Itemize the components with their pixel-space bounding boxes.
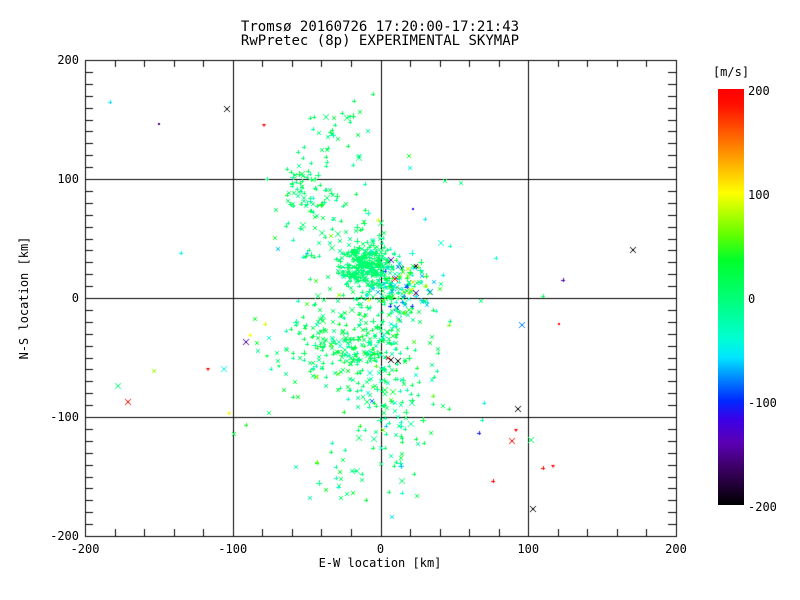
x-tick-label: -100 <box>218 542 248 556</box>
y-tick-label: 100 <box>57 172 79 186</box>
x-tick-label: -200 <box>70 542 100 556</box>
y-tick-label: 0 <box>71 291 79 305</box>
colorbar-tick-label: -200 <box>748 500 777 514</box>
plot-title-line1: Tromsø 20160726 17:20:00-17:21:43 <box>240 19 520 35</box>
y-tick-label: -100 <box>50 410 79 424</box>
x-tick-label: 0 <box>376 542 385 556</box>
y-tick-label: -200 <box>50 529 79 543</box>
plot-title-line2: RwPretec (8p) EXPERIMENTAL SKYMAP <box>240 33 520 49</box>
colorbar-tick-label: 0 <box>748 292 756 306</box>
colorbar-gradient <box>718 89 744 505</box>
y-tick-label: 200 <box>57 53 79 67</box>
x-tick-label: 100 <box>517 542 540 556</box>
colorbar-tick-label: -100 <box>748 396 777 410</box>
colorbar-tick-label: 100 <box>748 188 770 202</box>
x-tick-label: 200 <box>665 542 687 556</box>
x-axis-label: E-W location [km] <box>318 556 442 570</box>
colorbar-tick-label: 200 <box>748 84 770 98</box>
colorbar-unit-label: [m/s] <box>712 65 750 79</box>
